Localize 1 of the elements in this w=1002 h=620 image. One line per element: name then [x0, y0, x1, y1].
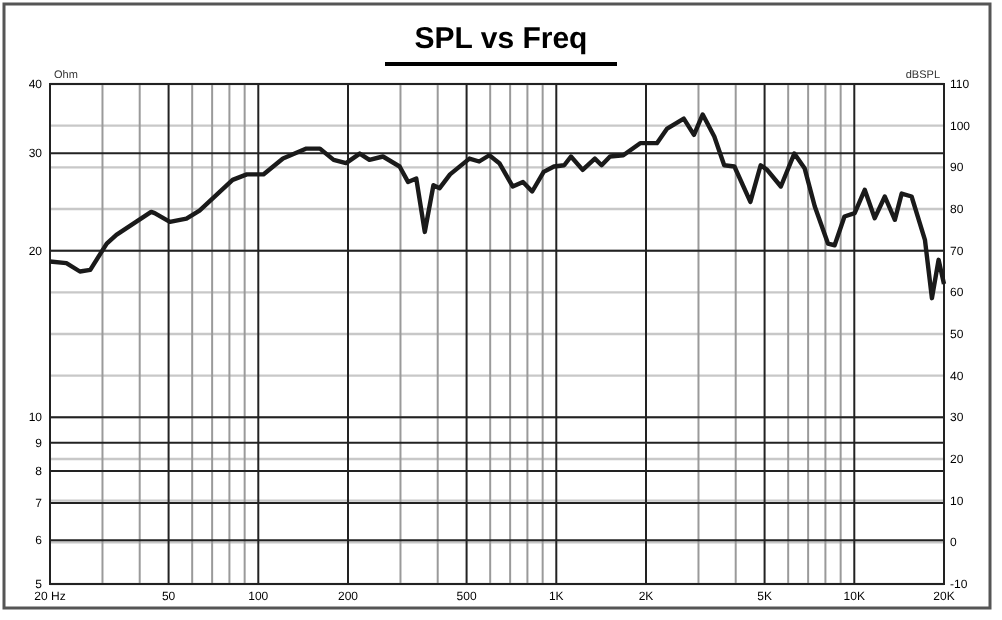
chart-title: SPL vs Freq — [414, 22, 588, 56]
